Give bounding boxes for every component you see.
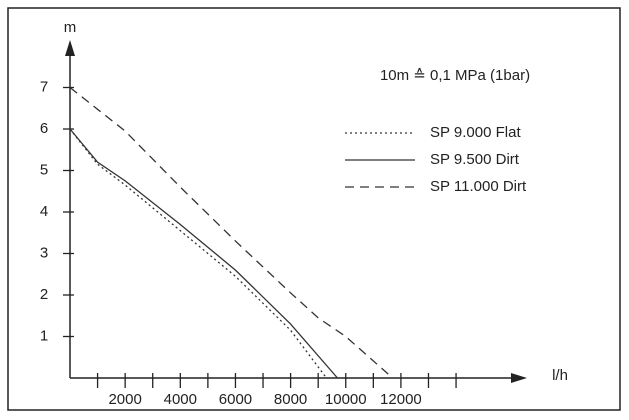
y-tick-label: 1 (40, 327, 48, 344)
y-tick-label: 6 (40, 120, 48, 137)
y-tick-label: 2 (40, 286, 48, 303)
annotation: 10m ≙ 0,1 MPa (1bar) (380, 67, 530, 84)
y-tick-label: 5 (40, 161, 48, 178)
y-axis-label: m (64, 19, 77, 36)
y-arrow (65, 40, 75, 56)
series-line (69, 128, 338, 379)
series-line (69, 128, 327, 379)
y-tick-label: 4 (40, 203, 48, 220)
x-tick-label: 4000 (164, 391, 197, 408)
y-tick-label: 3 (40, 244, 48, 261)
x-tick-label: 10000 (325, 391, 367, 408)
legend-label: SP 11.000 Dirt (430, 178, 527, 195)
x-tick-label: 8000 (274, 391, 307, 408)
x-axis-label: l/h (552, 367, 568, 384)
legend-label: SP 9.500 Dirt (430, 151, 520, 168)
x-arrow (511, 373, 527, 383)
x-tick-label: 12000 (380, 391, 422, 408)
series-line (69, 86, 394, 379)
frame (7, 7, 621, 411)
legend-label: SP 9.000 Flat (430, 124, 521, 141)
x-tick-label: 6000 (219, 391, 252, 408)
x-tick-label: 2000 (108, 391, 141, 408)
y-tick-label: 7 (40, 78, 48, 95)
